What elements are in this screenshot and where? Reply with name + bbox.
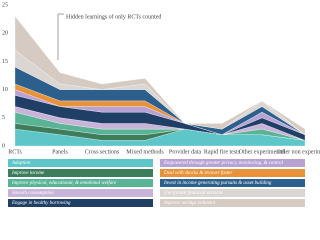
area (14, 15, 306, 136)
legend-label: Use formal financial services (164, 191, 223, 196)
legend-swatch (8, 179, 153, 187)
y-tick-label: 10 (2, 87, 8, 93)
legend-label: Improve income (11, 171, 45, 176)
legend-label: Engage in healthy borrowing (11, 201, 71, 206)
legend-label: Adoption (11, 161, 31, 166)
legend-label: Smooth consumption (12, 191, 54, 196)
x-tick-label: Provider data (169, 149, 201, 155)
y-tick-label: 0 (2, 143, 5, 149)
chart: 0 5 10 15 20 25 Hidden learnings of only RCTs … (2, 2, 320, 207)
legend-swatch (8, 159, 153, 167)
x-tick-label: Cross sections (85, 149, 120, 155)
legend-swatch (160, 159, 305, 167)
legend-swatch (8, 169, 153, 177)
legend-swatch (160, 169, 305, 177)
y-tick-label: 20 (2, 31, 8, 37)
x-tick-label: RCTs (8, 149, 22, 155)
legend-swatch (8, 199, 153, 207)
legend-label: Deal with shocks & recover faster (163, 171, 232, 176)
x-tick-label: Rapid fire tests (204, 148, 241, 155)
legend-swatch (8, 189, 153, 197)
x-tick-label: Other experimental (239, 149, 286, 155)
annotation: Hidden learnings of only RCTs counted (66, 13, 161, 20)
legend-label: Improve savings behavior (163, 201, 216, 206)
legend-label: Empowered through greater privacy, monit… (163, 161, 284, 166)
y-tick-label: 15 (2, 59, 8, 65)
y-tick-label: 5 (2, 115, 5, 121)
legend-label: Improve physical, educational, & emotion… (11, 181, 117, 186)
legend-label: Invest in income generating pursuits & a… (163, 181, 272, 186)
legend-swatch (160, 189, 305, 197)
y-tick-label: 25 (2, 2, 8, 8)
page: {"chart_data":{"type":"stacked_area", "a… (2, 2, 320, 207)
x-tick-label: Other non experimental (277, 149, 320, 155)
x-tick-label: Panels (52, 149, 68, 155)
x-tick-label: Mixed methods (126, 149, 164, 155)
legend-swatch (160, 179, 305, 187)
legend-swatch (160, 199, 305, 207)
